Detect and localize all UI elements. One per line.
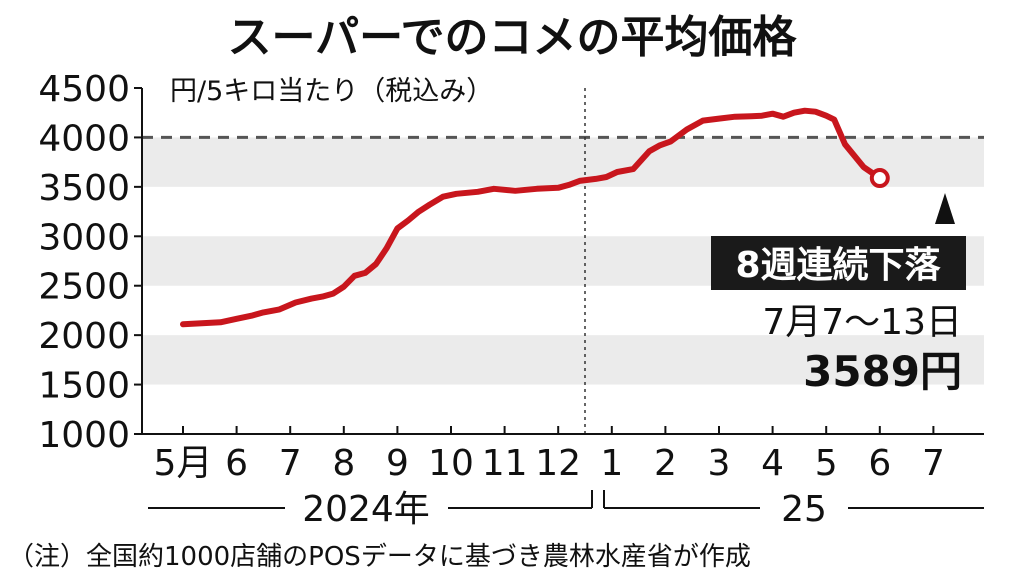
y-tick-label-3000: 3000 (38, 217, 130, 258)
axes (134, 87, 984, 435)
x-tick-label-2: 7 (279, 443, 302, 484)
x-tick-label-3: 8 (332, 443, 355, 484)
callout-badge-bg (711, 236, 966, 290)
y-tick-labels: 1000 1500 2000 2500 3000 3500 4000 4500 (38, 69, 130, 456)
callout-pointer (935, 193, 955, 224)
x-tick-label-10: 3 (708, 443, 731, 484)
x-tick-label-4: 9 (386, 443, 409, 484)
year-label-2024: 2024年 (302, 489, 430, 530)
series-layer (180, 107, 890, 328)
series-endpoint-marker (869, 168, 890, 189)
callout-badge-text: 8週連続下落 (735, 245, 941, 286)
x-tick-label-13: 6 (868, 443, 891, 484)
year-label-2025: 25 (781, 489, 827, 530)
x-tick-label-14: 7 (922, 443, 945, 484)
y-tick-label-3500: 3500 (38, 168, 130, 209)
x-tick-label-1: 6 (225, 443, 248, 484)
callout-value: 3589円 (803, 347, 962, 396)
y-tick-label-4000: 4000 (38, 118, 130, 159)
unit-label: 円/5キロ当たり（税込み） (170, 76, 493, 107)
series-line-0 (180, 107, 883, 328)
callout-period: 7月7〜13日 (762, 302, 962, 343)
y-tick-label-1000: 1000 (38, 415, 130, 456)
chart-title: スーパーでのコメの平均価格 (228, 12, 798, 63)
callout: 8週連続下落 7月7〜13日 3589円 (711, 193, 966, 396)
y-tick-label-2500: 2500 (38, 267, 130, 308)
year-axis: 2024年 25 (148, 489, 984, 530)
x-tick-label-9: 2 (654, 443, 677, 484)
band-1500 (142, 335, 984, 385)
x-tick-label-8: 1 (600, 443, 623, 484)
x-tick-label-7: 12 (535, 443, 581, 484)
x-tick-label-12: 5 (815, 443, 838, 484)
x-tick-label-11: 4 (761, 443, 784, 484)
gridlines (142, 88, 984, 434)
y-tick-label-4500: 4500 (38, 69, 130, 110)
x-tick-label-6: 11 (482, 443, 528, 484)
x-tick-labels: 5月 6 7 8 9 10 11 12 1 2 3 4 5 6 7 (154, 443, 945, 484)
y-tick-label-1500: 1500 (38, 366, 130, 407)
x-tick-label-5: 10 (428, 443, 474, 484)
y-tick-label-2000: 2000 (38, 316, 130, 357)
x-tick-label-0: 5月 (154, 443, 213, 484)
footnote: （注）全国約1000店舗のPOSデータに基づき農林水産省が作成 (8, 542, 751, 572)
